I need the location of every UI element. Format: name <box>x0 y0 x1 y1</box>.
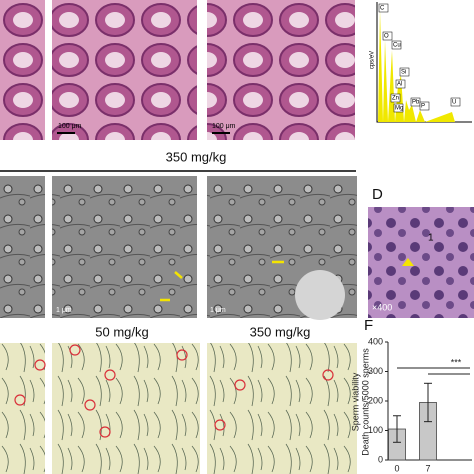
significance: *** <box>451 357 462 367</box>
eds-label: Pb <box>412 100 420 106</box>
eds-label-box <box>382 31 393 41</box>
eds-spectrum <box>378 10 455 122</box>
y-tick-label: 0 <box>378 454 383 464</box>
arrowhead <box>402 258 414 266</box>
sperm-image <box>0 343 45 474</box>
eds-label: Al <box>397 82 402 88</box>
panel-letter: D <box>372 186 383 203</box>
vacuole <box>295 270 345 320</box>
eds-label: C <box>380 6 385 12</box>
marker: 1 <box>428 233 434 244</box>
panel-letter: F <box>364 317 373 334</box>
histology-image <box>207 0 355 140</box>
eds-label-box <box>391 40 402 50</box>
magnification: ×400 <box>372 302 392 312</box>
group-label: 350 mg/kg <box>250 324 311 339</box>
scale-label: 100 μm <box>58 123 82 130</box>
scale-label: 1 μm <box>56 307 72 314</box>
tem-image <box>52 176 197 318</box>
scale-label: 100 μm <box>212 123 236 130</box>
y-tick-label: 400 <box>368 336 383 346</box>
eds-labels: C O Cu Si Al Zn Pb Mg P U <box>378 3 461 113</box>
chart-f: 0 100 200 300 400 Sperm viability Death counts… <box>350 336 472 473</box>
significance-bracket <box>397 367 470 375</box>
eds-label-box <box>378 3 389 13</box>
scale-label: 1 μm <box>210 307 226 314</box>
eds-y-label: cps/eV <box>370 51 376 69</box>
group-label: 50 mg/kg <box>95 324 148 339</box>
eds-label-box <box>395 79 406 89</box>
sperm-circles <box>14 344 334 438</box>
eds-label-box <box>399 67 410 77</box>
y-axis-label: Death counts/5000 sperms <box>360 348 370 456</box>
x-tick-label: 0 <box>394 463 399 473</box>
eds-label-box <box>450 97 461 107</box>
y-axis-label: Sperm viability <box>350 372 360 431</box>
eds-label-box <box>419 101 430 111</box>
eds-label: Zn <box>392 96 399 102</box>
sperm-image <box>207 343 357 474</box>
eds-label-box <box>390 93 401 103</box>
eds-label: O <box>384 34 389 40</box>
histology-image <box>0 0 45 140</box>
sperm-image <box>52 343 200 474</box>
eds-label-box <box>393 103 404 113</box>
y-tick-label: 300 <box>368 366 383 376</box>
group-label: 350 mg/kg <box>166 149 227 164</box>
histology-image <box>368 207 474 318</box>
eds-label: P <box>421 104 425 110</box>
eds-label: Si <box>401 70 406 76</box>
y-tick-label: 100 <box>368 425 383 435</box>
tem-image <box>0 176 45 318</box>
histology-image <box>52 0 197 140</box>
y-tick-label: 200 <box>368 395 383 405</box>
arrow <box>160 271 183 302</box>
eds-label: Cu <box>393 43 401 49</box>
eds-label: U <box>452 100 456 106</box>
x-tick-label: 7 <box>425 463 430 473</box>
eds-label: Mg <box>395 106 403 112</box>
